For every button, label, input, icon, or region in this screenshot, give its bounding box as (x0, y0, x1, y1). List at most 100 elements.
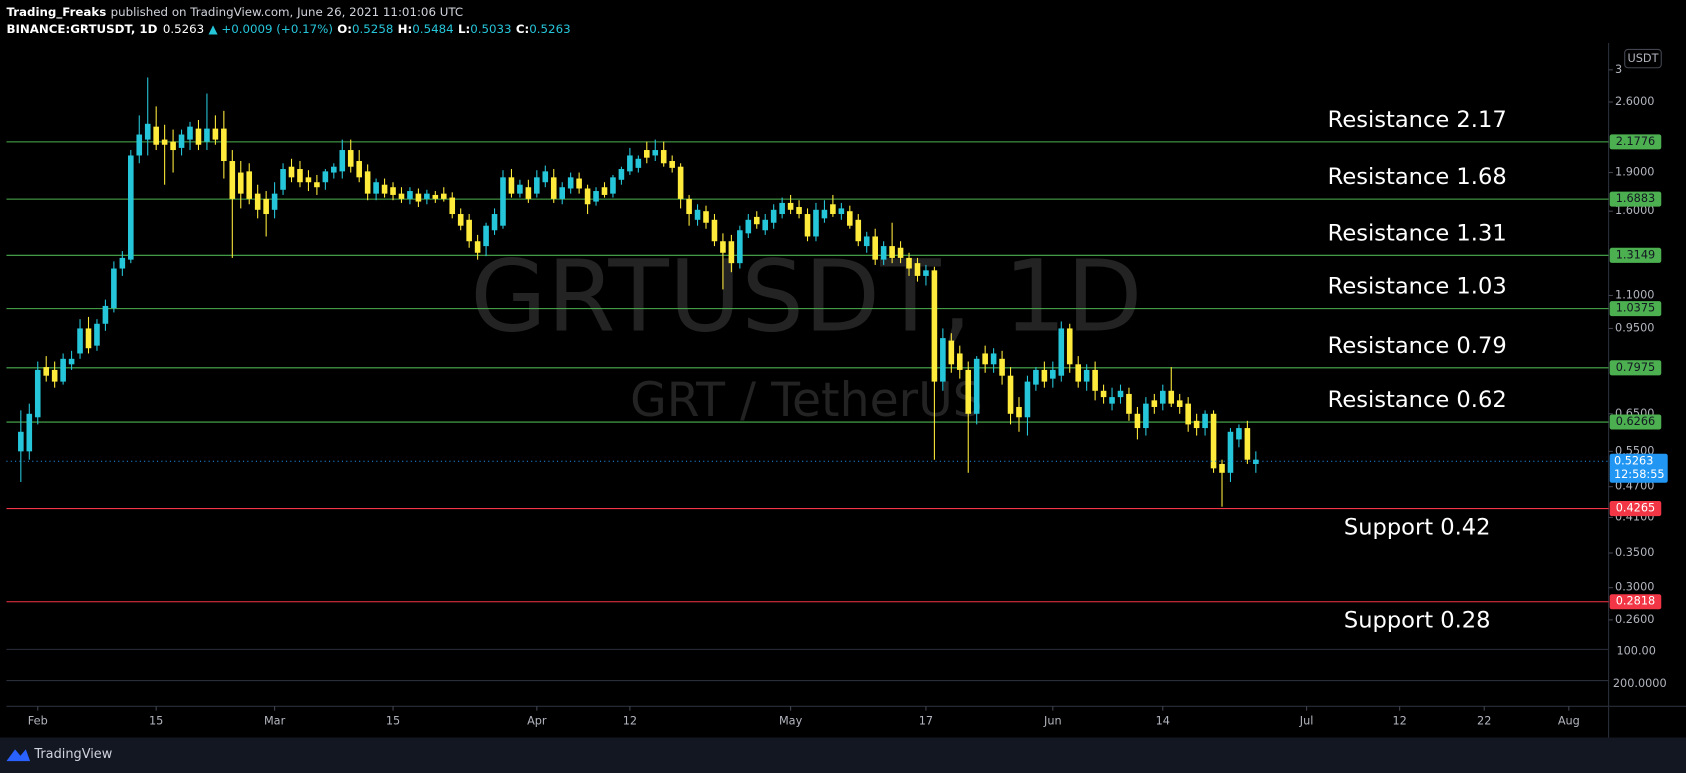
ohlc-label: O: (337, 22, 352, 36)
candle-body (948, 340, 955, 365)
candle-body (872, 236, 878, 260)
candle-body (440, 193, 447, 199)
candle-body (762, 219, 769, 231)
candle-body (356, 161, 362, 178)
x-tick-label: May (779, 714, 803, 727)
candle-body (601, 187, 608, 195)
candle-body (373, 182, 379, 194)
candle-body (703, 211, 709, 223)
candle-body (1016, 406, 1022, 418)
candle-body (1041, 369, 1048, 382)
candle-body (1109, 397, 1115, 404)
brand[interactable]: TradingView (33, 747, 112, 762)
candle-body (627, 155, 633, 172)
candle-body (26, 413, 33, 452)
level-label: 1.0375 (1616, 302, 1655, 315)
candle-body (1202, 413, 1208, 429)
candle-body (1083, 369, 1090, 382)
level-label-box (1609, 501, 1662, 517)
x-tick-label: 15 (386, 714, 400, 727)
currency-box[interactable] (1624, 48, 1662, 69)
watermark: GRTUSDT, 1D (470, 240, 1142, 355)
candle-body (136, 134, 143, 156)
candle-body (212, 128, 219, 140)
level-note: Resistance 1.68 (1328, 164, 1507, 190)
candle-body (863, 236, 870, 247)
level-note: Resistance 0.62 (1328, 387, 1507, 413)
candle-body (1126, 393, 1132, 414)
candle-body (390, 187, 396, 195)
candle-body (669, 161, 675, 168)
candle-body (1176, 400, 1183, 407)
candle-body (618, 169, 625, 180)
x-tick-label: Jul (1299, 714, 1314, 727)
ohlc-value: 0.5258 (352, 22, 393, 36)
pane-label: 200.0000 (1613, 677, 1667, 690)
symbol-line: BINANCE:GRTUSDT, 1D 0.5263 ▲ +0.0009 (+0.1… (6, 22, 570, 36)
candle-body (720, 241, 726, 253)
candle-body (525, 187, 532, 199)
level-label: 0.6266 (1616, 415, 1655, 428)
candle-body (956, 353, 963, 370)
ohlc-label: L: (458, 22, 470, 36)
level-label-box (1609, 191, 1662, 207)
candle-body (593, 191, 599, 202)
y-tick-label: 0.2600 (1615, 613, 1654, 626)
candle-body (1193, 420, 1200, 429)
candle-body (914, 263, 921, 276)
candle-body (796, 207, 802, 215)
candle-body (677, 166, 684, 199)
candle-body (559, 187, 566, 199)
candle-body (119, 257, 126, 269)
candle-body (635, 158, 642, 168)
candle-body (229, 161, 236, 199)
candle-body (1092, 369, 1098, 391)
candle-body (1210, 413, 1217, 469)
candle-body (1143, 403, 1149, 429)
ohlc-value: 0.5484 (412, 22, 453, 36)
candle-body (1134, 413, 1141, 429)
candle-body (973, 358, 980, 414)
brand-logo[interactable] (6, 749, 31, 762)
candle-body (60, 358, 66, 382)
last-price-box (1609, 453, 1668, 483)
candle-body (897, 247, 904, 258)
level-note: Support 0.42 (1344, 514, 1491, 540)
candle-body (576, 178, 582, 189)
candle-body (1066, 328, 1073, 365)
candle-body (542, 171, 549, 183)
candle-body (466, 219, 472, 242)
candle-body (1151, 400, 1158, 407)
candle-body (102, 305, 109, 324)
candle-body (847, 211, 853, 226)
candle-body (1075, 364, 1081, 382)
y-tick-label: 0.4700 (1615, 480, 1654, 493)
candle-body (660, 150, 667, 164)
candle-body (906, 257, 912, 269)
candle-body (830, 204, 836, 215)
y-tick-label: 0.3000 (1615, 581, 1654, 594)
candle-body (517, 184, 523, 194)
candle-body (923, 270, 929, 276)
candle-body (753, 216, 760, 225)
level-label: 0.7975 (1616, 361, 1655, 374)
candle-body (880, 246, 887, 260)
candle-body (644, 150, 650, 158)
watermark-sub: GRT / TetherUS (630, 373, 983, 428)
candle-body (567, 177, 574, 189)
y-tick-label: 2.6000 (1615, 95, 1654, 108)
candle-body (711, 219, 718, 242)
currency[interactable]: USDT (1628, 52, 1659, 65)
candle-body (982, 353, 988, 365)
level-label: 0.2818 (1616, 595, 1655, 608)
candle-body (339, 150, 346, 172)
candle-body (144, 123, 151, 140)
candle-body (94, 323, 100, 346)
level-label-box (1609, 301, 1662, 317)
candle-body (1159, 390, 1166, 404)
candle-body (1117, 390, 1124, 398)
candle-body (331, 166, 337, 173)
candle-body (246, 171, 253, 199)
